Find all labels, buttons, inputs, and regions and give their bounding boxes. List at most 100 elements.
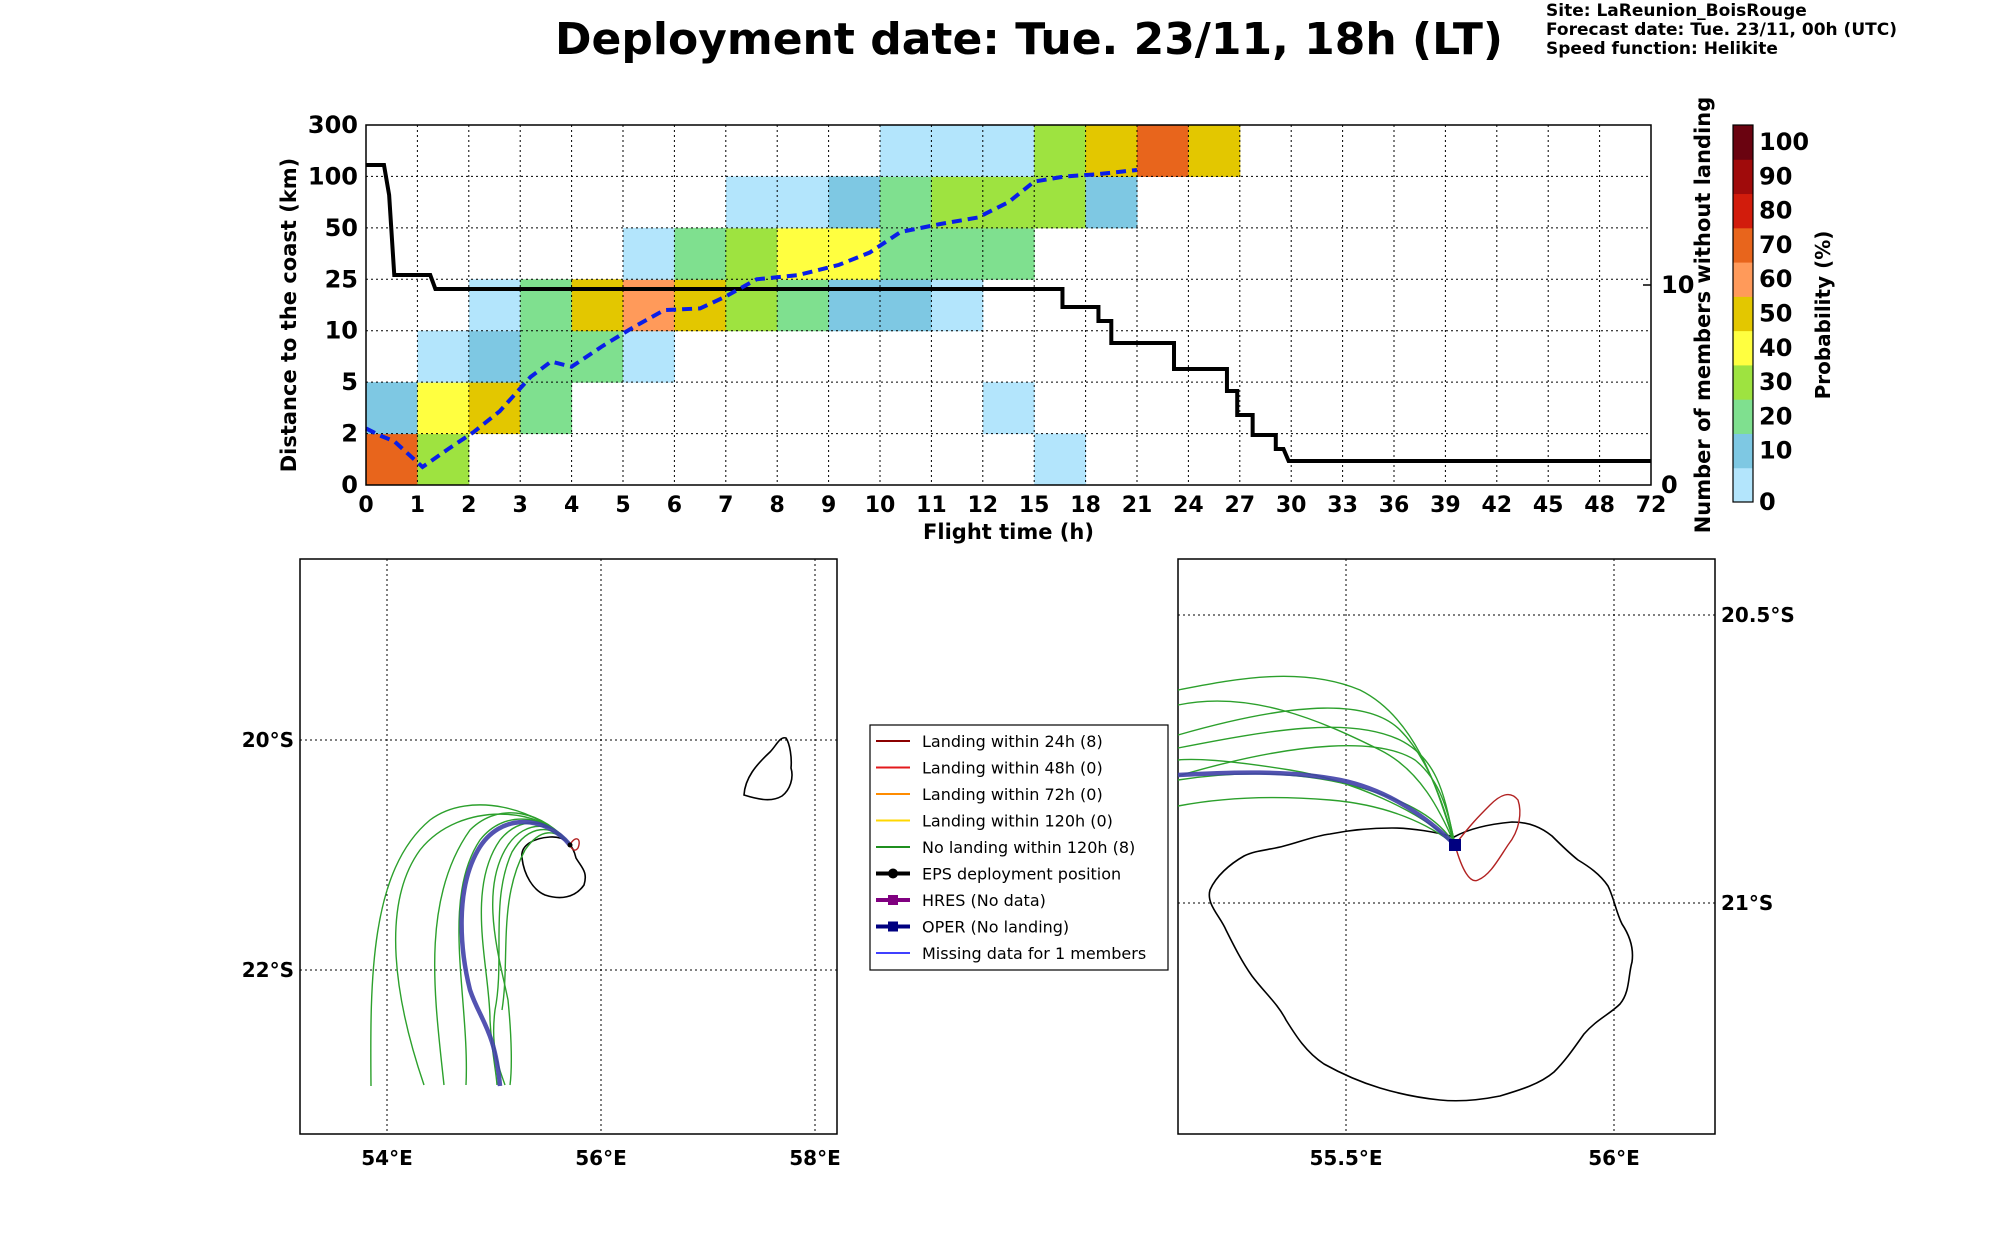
x-tick-label: 7 (718, 493, 733, 518)
map-right-frame (1177, 558, 1716, 1135)
colorbar: 0 10 20 30 40 50 60 70 80 90 100 Probability (%) (1732, 124, 1835, 516)
x-tick-label: 4 (564, 493, 579, 518)
colorbar-segment (1733, 296, 1753, 332)
colorbar-segment (1733, 399, 1753, 434)
x-tick-label: 42 (1481, 493, 1512, 518)
heatmap-cell (1137, 125, 1189, 177)
trajectory-no-landing (1177, 796, 1456, 846)
heatmap-cell (468, 330, 521, 383)
map-left-lon-label: 58°E (789, 1146, 841, 1170)
legend-frame (869, 724, 1169, 971)
colorbar-tick-label: 10 (1759, 437, 1792, 465)
map-left-lat-label: 20°S (242, 728, 294, 752)
colorbar-frame (1732, 124, 1754, 503)
colorbar-segment (1733, 364, 1753, 400)
x-tick-label: 8 (770, 493, 785, 518)
legend-label: EPS deployment position (922, 865, 1121, 884)
legend-label: Landing within 48h (0) (922, 759, 1103, 778)
map-right-lat-label: 21°S (1721, 891, 1773, 915)
heatmap-frame (365, 124, 1652, 486)
x-tick-label: 15 (1019, 493, 1050, 518)
trajectory-oper (1177, 770, 1457, 847)
heatmap-cell (982, 125, 1035, 177)
legend-square-marker (888, 895, 898, 905)
heatmap-cell (725, 176, 778, 229)
heatmap-cell (828, 227, 881, 280)
y-tick-label: 25 (325, 265, 358, 293)
oper-deployment-marker (1449, 839, 1461, 851)
colorbar-tick-label: 0 (1759, 488, 1776, 516)
x-tick-label: 1 (410, 493, 425, 518)
heatmap-cell (674, 227, 727, 280)
forecast-date-label: Forecast date: Tue. 23/11, 00h (UTC) (1546, 20, 1897, 40)
colorbar-tick-label: 100 (1759, 128, 1809, 156)
x-tick-label: 2 (461, 493, 476, 518)
heatmap-cell (366, 382, 418, 435)
legend-label: Missing data for 1 members (922, 944, 1146, 963)
legend-square-marker (888, 921, 898, 932)
heatmap-cell (982, 382, 1035, 435)
forecast-info: Site: LaReunion_BoisRouge Forecast date:… (1546, 2, 1897, 59)
legend-label: No landing within 120h (8) (922, 838, 1135, 857)
colorbar-segment (1733, 433, 1753, 469)
x-tick-label: 9 (821, 493, 836, 518)
map-left-lon-label: 56°E (575, 1146, 627, 1170)
colorbar-segment (1733, 125, 1753, 160)
x-tick-label: 30 (1276, 493, 1307, 518)
legend-label: Landing within 120h (0) (922, 812, 1113, 831)
trajectory-no-landing (434, 812, 571, 1086)
x-tick-label: 0 (358, 493, 373, 518)
legend-label: Landing within 72h (0) (922, 785, 1103, 804)
y-tick-label: 2 (341, 420, 358, 448)
trajectory-no-landing (492, 825, 571, 1086)
heatmap-cell (468, 382, 521, 435)
y-tick-label: 10 (325, 317, 358, 345)
speed-function-label: Speed function: Helikite (1546, 39, 1778, 59)
x-tick-label: 27 (1224, 493, 1255, 518)
x-tick-label: 24 (1173, 493, 1204, 518)
x-tick-label: 3 (513, 493, 528, 518)
y-right-axis-label: Number of members without landing (1691, 97, 1715, 534)
heatmap-lines (365, 163, 1651, 470)
reunion-island-outline (521, 836, 587, 899)
mauritius-island-outline (743, 736, 793, 801)
legend-circle-marker (888, 868, 898, 879)
heatmap-cell (520, 382, 573, 435)
members-without-landing-line (366, 163, 1651, 463)
heatmap-cell (880, 176, 932, 229)
trajectory-no-landing (1177, 707, 1456, 846)
colorbar-tick-label: 20 (1759, 402, 1792, 430)
colorbar-tick-label: 90 (1759, 162, 1792, 190)
colorbar-segment (1733, 159, 1753, 195)
map-left-panel: 54°E 56°E 58°E 20°S 22°S (242, 558, 841, 1170)
heatmap-cell (1034, 125, 1087, 177)
heatmap-cell (520, 330, 573, 383)
colorbar-tick-label: 80 (1759, 197, 1792, 225)
map-left-lon-label: 54°E (361, 1146, 413, 1170)
heatmap-cell (931, 227, 984, 280)
trajectory-landing-24h (1454, 793, 1521, 882)
colorbar-tick-label: 30 (1759, 368, 1792, 396)
trajectory-no-landing (501, 832, 571, 1011)
x-tick-label: 72 (1636, 493, 1667, 518)
heatmap-cell (417, 382, 470, 435)
colorbar-tick-label: 60 (1759, 265, 1792, 293)
x-tick-label: 36 (1379, 493, 1410, 518)
heatmap-cell (623, 330, 675, 383)
y-axis-label: Distance to the coast (km) (277, 158, 301, 473)
x-tick-label: 45 (1533, 493, 1564, 518)
colorbar-label: Probability (%) (1811, 231, 1835, 400)
y-tick-label: 5 (341, 368, 358, 396)
heatmap-cell (725, 227, 778, 280)
y-tick-label: 100 (308, 162, 358, 190)
colorbar-segment (1733, 227, 1753, 263)
trajectory-no-landing (370, 804, 571, 1087)
x-tick-label: 39 (1430, 493, 1461, 518)
heatmap-cell (880, 125, 932, 177)
site-label: Site: LaReunion_BoisRouge (1546, 1, 1807, 21)
reunion-island-outline (1208, 821, 1634, 1102)
map-right-lon-label: 55.5°E (1309, 1146, 1382, 1170)
heatmap-cell (1034, 433, 1087, 486)
map-right-lat-label: 20.5°S (1721, 603, 1795, 627)
